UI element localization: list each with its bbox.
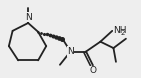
Text: N: N: [25, 13, 32, 22]
Text: NH: NH: [113, 26, 127, 35]
Text: O: O: [89, 66, 96, 75]
Text: N: N: [67, 47, 74, 56]
Text: 2: 2: [120, 30, 125, 36]
